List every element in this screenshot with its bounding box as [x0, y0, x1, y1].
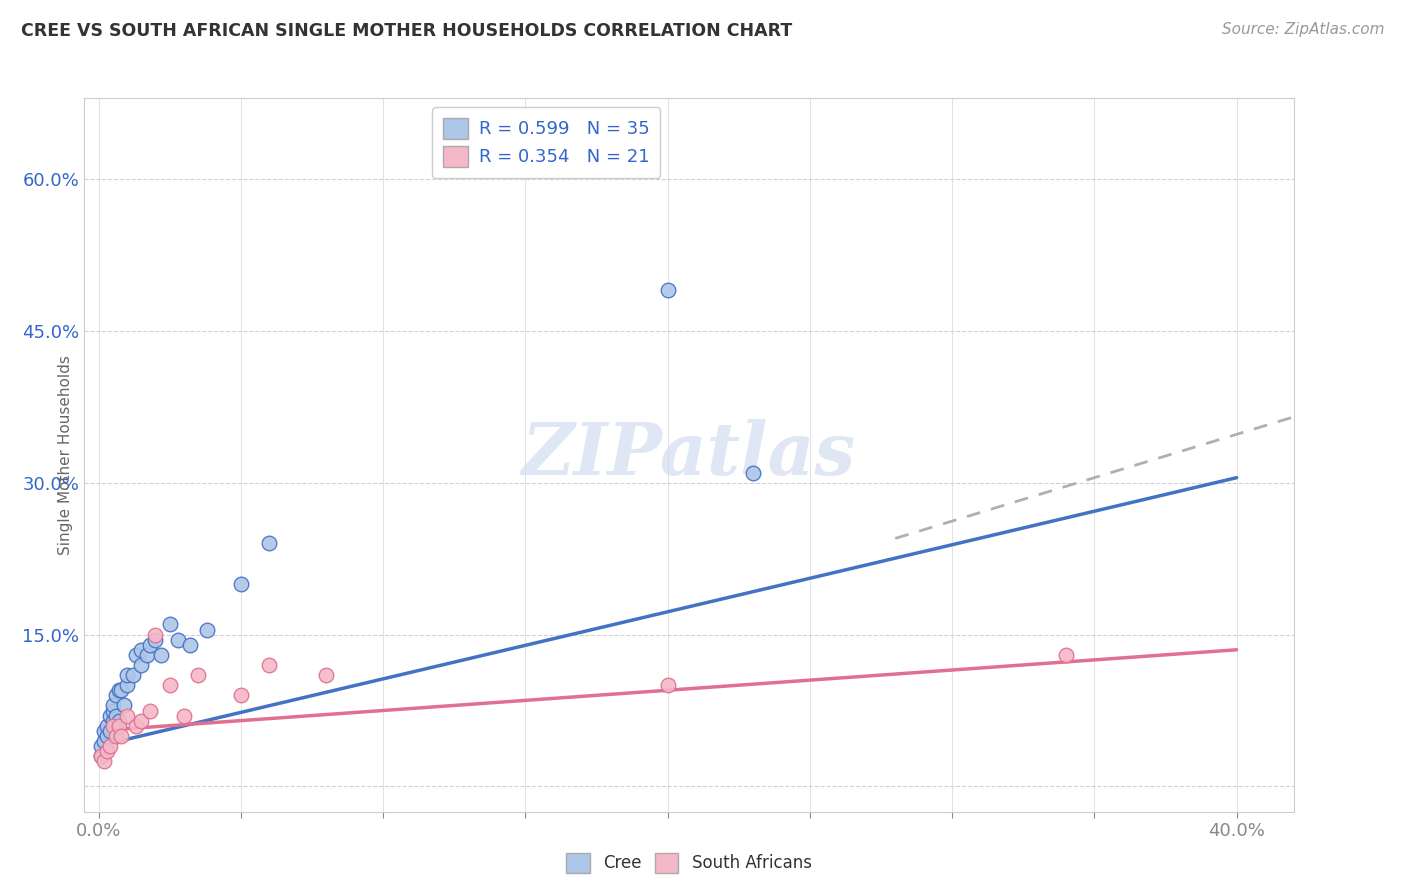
Point — [1054, 648, 1077, 662]
Point — [101, 698, 124, 713]
Point — [101, 719, 124, 733]
Legend: Cree, South Africans: Cree, South Africans — [560, 847, 818, 880]
Point — [150, 648, 173, 662]
Point — [107, 719, 129, 733]
Point — [107, 683, 129, 698]
Point — [115, 678, 138, 692]
Text: Source: ZipAtlas.com: Source: ZipAtlas.com — [1222, 22, 1385, 37]
Point — [98, 708, 121, 723]
Point — [112, 698, 135, 713]
Point — [129, 657, 152, 672]
Point — [98, 739, 121, 753]
Point — [90, 739, 112, 753]
Point — [129, 714, 152, 728]
Point — [104, 708, 127, 723]
Text: ZIPatlas: ZIPatlas — [522, 419, 856, 491]
Text: CREE VS SOUTH AFRICAN SINGLE MOTHER HOUSEHOLDS CORRELATION CHART: CREE VS SOUTH AFRICAN SINGLE MOTHER HOUS… — [21, 22, 793, 40]
Y-axis label: Single Mother Households: Single Mother Households — [58, 355, 73, 555]
Legend: R = 0.599   N = 35, R = 0.354   N = 21: R = 0.599 N = 35, R = 0.354 N = 21 — [432, 107, 661, 178]
Point — [110, 683, 132, 698]
Point — [136, 648, 159, 662]
Point — [195, 623, 218, 637]
Point — [90, 749, 112, 764]
Point — [93, 723, 115, 738]
Point — [179, 638, 201, 652]
Point — [229, 689, 252, 703]
Point — [259, 657, 281, 672]
Point — [98, 723, 121, 738]
Point — [742, 466, 765, 480]
Point — [110, 729, 132, 743]
Point — [93, 754, 115, 768]
Point — [187, 668, 209, 682]
Point — [159, 617, 181, 632]
Point — [139, 638, 162, 652]
Point — [129, 642, 152, 657]
Point — [93, 734, 115, 748]
Point — [124, 648, 146, 662]
Point — [315, 668, 337, 682]
Point — [167, 632, 190, 647]
Point — [657, 678, 679, 692]
Point — [139, 704, 162, 718]
Point — [145, 632, 167, 647]
Point — [259, 536, 281, 550]
Point — [101, 704, 124, 718]
Point — [104, 689, 127, 703]
Point — [90, 749, 112, 764]
Point — [173, 708, 195, 723]
Point — [96, 719, 118, 733]
Point — [101, 714, 124, 728]
Point — [96, 744, 118, 758]
Point — [121, 668, 143, 682]
Point — [96, 729, 118, 743]
Point — [145, 627, 167, 641]
Point — [159, 678, 181, 692]
Point — [124, 719, 146, 733]
Point — [229, 577, 252, 591]
Point — [115, 668, 138, 682]
Point — [657, 284, 679, 298]
Point — [107, 714, 129, 728]
Point — [115, 708, 138, 723]
Point — [104, 729, 127, 743]
